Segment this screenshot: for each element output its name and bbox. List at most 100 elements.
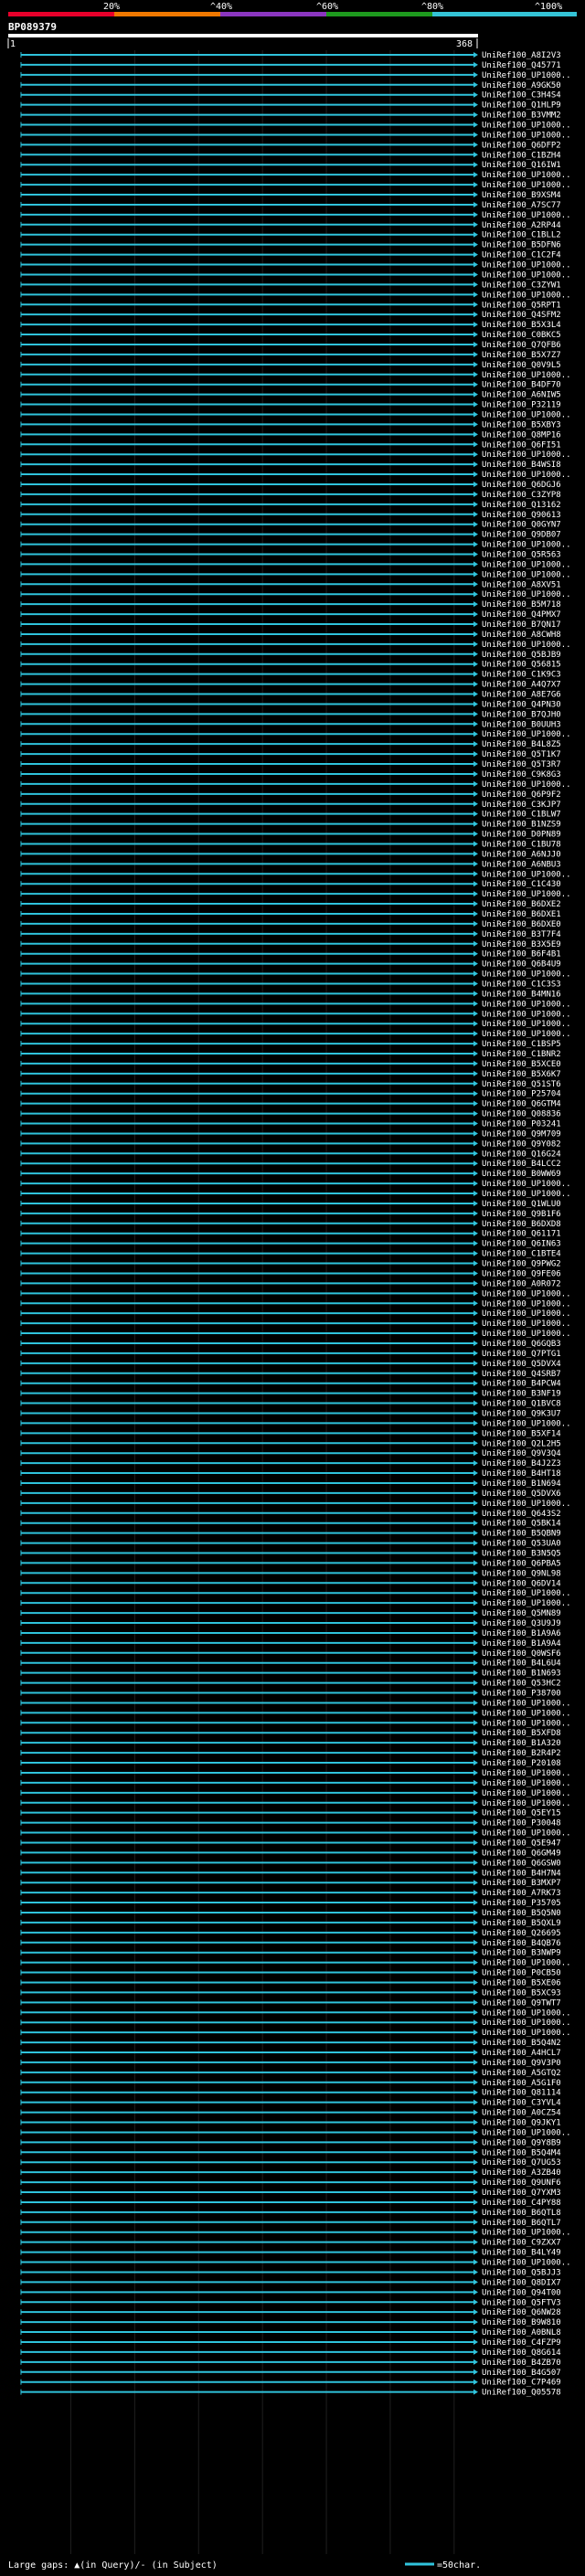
hit-label[interactable]: UniRef100_Q2L2H5 (482, 1439, 561, 1448)
hit-row[interactable]: UniRef100_UP1000.. (20, 131, 571, 140)
hit-label[interactable]: UniRef100_Q5EY15 (482, 1809, 561, 1818)
hit-label[interactable]: UniRef100_Q5T1K7 (482, 750, 561, 759)
hit-label[interactable]: UniRef100_A7RK73 (482, 1889, 561, 1898)
hit-row[interactable]: UniRef100_UP1000.. (20, 1779, 571, 1788)
hit-row[interactable]: UniRef100_B5Q5N0 (20, 1909, 561, 1918)
hit-label[interactable]: UniRef100_Q9K3U7 (482, 1409, 561, 1418)
hit-label[interactable]: UniRef100_Q6GTM4 (482, 1100, 561, 1109)
hit-row[interactable]: UniRef100_B4MN16 (20, 990, 561, 999)
hit-row[interactable]: UniRef100_Q81114 (20, 2089, 561, 2098)
hit-label[interactable]: UniRef100_C0BKC5 (482, 331, 561, 340)
hit-label[interactable]: UniRef100_B6DXE1 (482, 910, 561, 919)
hit-row[interactable]: UniRef100_UP1000.. (20, 541, 571, 550)
hit-row[interactable]: UniRef100_B5DFN6 (20, 241, 561, 250)
hit-row[interactable]: UniRef100_Q6FI51 (20, 440, 561, 450)
hit-label[interactable]: UniRef100_Q5DVX4 (482, 1360, 561, 1369)
hit-label[interactable]: UniRef100_UP1000.. (482, 2128, 571, 2137)
hit-row[interactable]: UniRef100_Q9NL98 (20, 1569, 561, 1578)
hit-label[interactable]: UniRef100_A7SC77 (482, 201, 561, 210)
hit-label[interactable]: UniRef100_A5G1F0 (482, 2079, 561, 2088)
hit-label[interactable]: UniRef100_Q1BVC8 (482, 1400, 561, 1409)
hit-row[interactable]: UniRef100_B1NZS9 (20, 821, 561, 830)
hit-row[interactable]: UniRef100_P20108 (20, 1759, 561, 1768)
hit-row[interactable]: UniRef100_B4DF70 (20, 381, 561, 390)
hit-row[interactable]: UniRef100_Q4PMX7 (20, 610, 561, 620)
hit-row[interactable]: UniRef100_B4J2Z3 (20, 1459, 561, 1468)
hit-label[interactable]: UniRef100_UP1000.. (482, 471, 571, 480)
hit-label[interactable]: UniRef100_UP1000.. (482, 1829, 571, 1839)
hit-label[interactable]: UniRef100_B5M718 (482, 600, 561, 610)
hit-label[interactable]: UniRef100_Q6GSW0 (482, 1859, 561, 1868)
hit-row[interactable]: UniRef100_Q6GQB3 (20, 1340, 561, 1349)
hit-row[interactable]: UniRef100_B4L8Z5 (20, 740, 561, 749)
hit-row[interactable]: UniRef100_D0PN89 (20, 831, 561, 840)
hit-row[interactable]: UniRef100_UP1000.. (20, 270, 571, 280)
hit-label[interactable]: UniRef100_Q1WLU0 (482, 1200, 561, 1209)
hit-row[interactable]: UniRef100_Q6B4U9 (20, 960, 561, 970)
hit-row[interactable]: UniRef100_A5G1F0 (20, 2079, 561, 2088)
hit-label[interactable]: UniRef100_C3YVL4 (482, 2099, 561, 2108)
hit-row[interactable]: UniRef100_Q4SRB7 (20, 1370, 561, 1379)
hit-label[interactable]: UniRef100_A8I2V3 (482, 51, 561, 60)
hit-row[interactable]: UniRef100_C3ZYW1 (20, 281, 561, 290)
hit-label[interactable]: UniRef100_Q13162 (482, 501, 561, 510)
hit-label[interactable]: UniRef100_UP1000.. (482, 1959, 571, 1968)
hit-label[interactable]: UniRef100_C3H4S4 (482, 91, 561, 101)
hit-label[interactable]: UniRef100_UP1000.. (482, 1779, 571, 1788)
hit-row[interactable]: UniRef100_B5X7Z7 (20, 351, 561, 360)
hit-label[interactable]: UniRef100_UP1000.. (482, 1330, 571, 1339)
hit-label[interactable]: UniRef100_Q643S2 (482, 1510, 561, 1519)
hit-row[interactable]: UniRef100_Q2L2H5 (20, 1439, 561, 1448)
hit-label[interactable]: UniRef100_A8E7G6 (482, 691, 561, 700)
hit-row[interactable]: UniRef100_Q5EY15 (20, 1809, 561, 1818)
hit-row[interactable]: UniRef100_Q53HC2 (20, 1680, 561, 1689)
hit-label[interactable]: UniRef100_Q6PBA5 (482, 1559, 561, 1568)
hit-label[interactable]: UniRef100_Q6GQB3 (482, 1340, 561, 1349)
hit-label[interactable]: UniRef100_UP1000.. (482, 2229, 571, 2238)
hit-row[interactable]: UniRef100_A2RP44 (20, 221, 561, 230)
hit-label[interactable]: UniRef100_UP1000.. (482, 890, 571, 899)
hit-label[interactable]: UniRef100_Q0WSF6 (482, 1649, 561, 1659)
hit-row[interactable]: UniRef100_UP1000.. (20, 1320, 571, 1329)
hit-row[interactable]: UniRef100_B5M718 (20, 600, 561, 610)
hit-label[interactable]: UniRef100_C7P469 (482, 2379, 561, 2388)
hit-row[interactable]: UniRef100_C9K8G3 (20, 770, 561, 779)
hit-label[interactable]: UniRef100_Q5BK14 (482, 1520, 561, 1529)
hit-row[interactable]: UniRef100_A0R072 (20, 1279, 561, 1288)
hit-label[interactable]: UniRef100_UP1000.. (482, 780, 571, 790)
hit-row[interactable]: UniRef100_B6DXD8 (20, 1220, 561, 1229)
hit-label[interactable]: UniRef100_Q9PWG2 (482, 1260, 561, 1269)
hit-row[interactable]: UniRef100_UP1000.. (20, 1190, 571, 1199)
hit-row[interactable]: UniRef100_C1BLW7 (20, 811, 561, 820)
hit-row[interactable]: UniRef100_B1A320 (20, 1739, 561, 1748)
hit-label[interactable]: UniRef100_P32119 (482, 401, 561, 410)
hit-label[interactable]: UniRef100_UP1000.. (482, 1589, 571, 1598)
hit-row[interactable]: UniRef100_UP1000.. (20, 870, 571, 879)
hit-label[interactable]: UniRef100_P35705 (482, 1899, 561, 1908)
hit-label[interactable]: UniRef100_Q3U9J9 (482, 1619, 561, 1628)
hit-row[interactable]: UniRef100_B3NWP9 (20, 1949, 561, 1958)
hit-row[interactable]: UniRef100_UP1000.. (20, 1709, 571, 1718)
hit-row[interactable]: UniRef100_B1N694 (20, 1479, 561, 1489)
hit-label[interactable]: UniRef100_A6NIW5 (482, 391, 561, 400)
hit-row[interactable]: UniRef100_UP1000.. (20, 730, 571, 739)
hit-label[interactable]: UniRef100_Q61171 (482, 1230, 561, 1239)
hit-label[interactable]: UniRef100_B5Q4M4 (482, 2148, 561, 2157)
hit-row[interactable]: UniRef100_Q1WLU0 (20, 1200, 561, 1209)
hit-row[interactable]: UniRef100_B6DXE1 (20, 910, 561, 919)
hit-label[interactable]: UniRef100_B9XSM4 (482, 191, 561, 200)
hit-label[interactable]: UniRef100_A2RP44 (482, 221, 561, 230)
hit-row[interactable]: UniRef100_UP1000.. (20, 2259, 571, 2268)
hit-label[interactable]: UniRef100_UP1000.. (482, 1010, 571, 1019)
hit-label[interactable]: UniRef100_Q0V9L5 (482, 361, 561, 370)
hit-row[interactable]: UniRef100_A0CZ54 (20, 2109, 561, 2118)
hit-row[interactable]: UniRef100_Q1HLP9 (20, 101, 561, 111)
hit-label[interactable]: UniRef100_Q56815 (482, 661, 561, 670)
hit-label[interactable]: UniRef100_UP1000.. (482, 261, 571, 270)
hit-label[interactable]: UniRef100_UP1000.. (482, 1190, 571, 1199)
hit-row[interactable]: UniRef100_B5XF14 (20, 1429, 561, 1438)
hit-row[interactable]: UniRef100_UP1000.. (20, 570, 571, 579)
hit-row[interactable]: UniRef100_UP1000.. (20, 71, 571, 80)
hit-row[interactable]: UniRef100_A8XV51 (20, 580, 561, 589)
hit-label[interactable]: UniRef100_Q7QFB6 (482, 341, 561, 350)
